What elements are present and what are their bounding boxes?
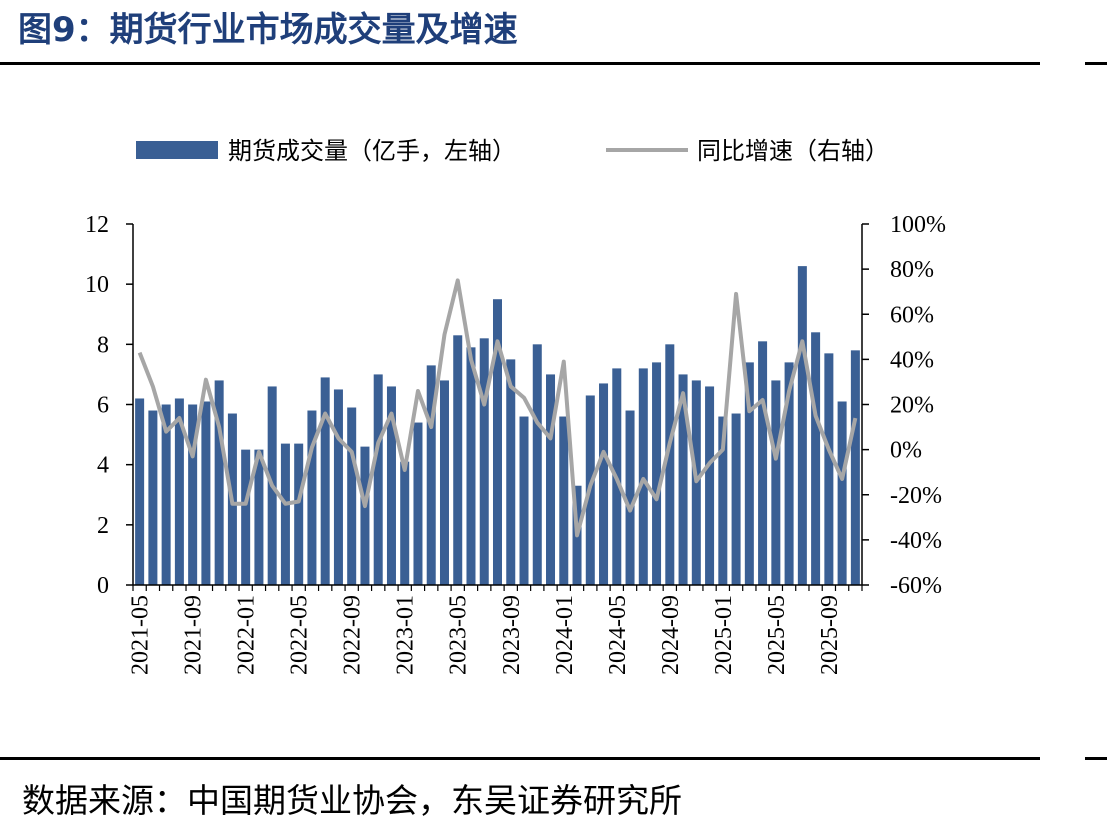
left-tick-label: 4 [97, 453, 109, 479]
bar-2025-06 [784, 362, 794, 585]
x-tick-label: 2025-09 [817, 595, 843, 675]
right-tick-label: 100% [890, 212, 946, 238]
right-tick-label: -40% [890, 528, 942, 554]
bar-2024-10 [678, 374, 688, 585]
source-note: 数据来源：中国期货业协会，东吴证券研究所 [22, 781, 682, 820]
bar-2022-10 [360, 446, 370, 585]
bar-2022-12 [386, 386, 396, 585]
bar-2023-05 [453, 335, 463, 585]
right-tick-label: 80% [890, 257, 934, 283]
x-tick-label: 2022-01 [234, 595, 260, 675]
bar-2023-04 [439, 380, 449, 585]
left-tick-label: 8 [97, 332, 109, 358]
bar-2022-02 [254, 449, 264, 586]
bar-2022-04 [280, 443, 290, 585]
bar-2021-08 [174, 398, 184, 585]
bar-2023-02 [413, 422, 423, 585]
bar-2021-06 [148, 410, 158, 585]
right-tick-label: 60% [890, 302, 934, 328]
bar-2024-08 [652, 362, 662, 585]
bar-2025-01 [718, 416, 728, 585]
x-tick-label: 2025-05 [764, 595, 790, 675]
x-tick-label: 2022-05 [287, 595, 313, 675]
x-tick-label: 2023-05 [446, 595, 472, 675]
growth-line [137, 278, 858, 538]
bar-2021-07 [161, 404, 171, 585]
bar-2023-06 [466, 347, 476, 585]
x-tick-label: 2021-09 [181, 595, 207, 675]
plot-area: 0 2 4 6 8 10 12 -60% -40% -20% 0% 20% 40% 60% 80% 100% 2… [85, 212, 946, 675]
bar-2021-10 [201, 401, 211, 585]
bar-2025-04 [758, 341, 768, 585]
left-tick-label: 6 [97, 393, 109, 419]
legend: 期货成交量（亿手，左轴） 同比增速（右轴） [136, 137, 889, 165]
right-tick-label: -20% [890, 483, 942, 509]
bar-2023-10 [519, 416, 529, 585]
x-tick-label: 2021-05 [128, 595, 154, 675]
bar-2023-12 [546, 374, 556, 585]
right-tick-label: 0% [890, 438, 922, 464]
bar-2023-11 [532, 344, 542, 585]
bar-2022-05 [294, 443, 304, 585]
volume-growth-chart: 期货成交量（亿手，左轴） 同比增速（右轴） 0 2 4 6 8 10 12 -60% -40% -… [85, 137, 946, 675]
left-tick-label: 0 [97, 573, 109, 599]
legend-line-label: 同比增速（右轴） [697, 137, 889, 165]
x-tick-label: 2024-05 [605, 595, 631, 675]
x-tick-label: 2023-01 [393, 595, 419, 675]
left-tick-label: 12 [85, 212, 109, 238]
bar-2024-09 [665, 344, 675, 585]
bar-2024-12 [705, 386, 715, 585]
bar-2025-07 [797, 266, 807, 585]
x-tick-label: 2024-09 [658, 595, 684, 675]
bar-2024-07 [638, 368, 648, 585]
bar-2021-05 [135, 398, 145, 585]
left-tick-label: 10 [85, 272, 109, 298]
bar-2022-01 [241, 449, 251, 586]
right-tick-label: 20% [890, 393, 934, 419]
x-tick-label: 2024-01 [552, 595, 578, 675]
right-tick-label: 40% [890, 347, 934, 373]
figure-title: 图9：期货行业市场成交量及增速 [18, 10, 518, 50]
bar-2022-08 [333, 389, 343, 585]
bar-2021-09 [188, 404, 198, 585]
bar-2022-06 [307, 410, 317, 585]
right-tick-label: -60% [890, 573, 942, 599]
legend-bar-swatch [136, 141, 218, 159]
bar-2025-10 [837, 401, 847, 585]
bottom-rule-segment [1085, 757, 1107, 760]
bar-2024-04 [599, 383, 609, 585]
bar-2021-11 [214, 380, 224, 585]
top-rule [0, 62, 1040, 65]
x-tick-label: 2022-09 [340, 595, 366, 675]
bar-2023-07 [479, 338, 489, 585]
bottom-rule [0, 757, 1040, 760]
bar-2022-11 [373, 374, 383, 585]
bar-2024-01 [559, 416, 569, 585]
bar-2025-05 [771, 380, 781, 585]
bar-2023-01 [400, 461, 410, 585]
top-rule-segment [1085, 62, 1107, 65]
bar-2023-08 [492, 299, 502, 585]
bar-2025-03 [744, 362, 754, 585]
bar-2022-07 [320, 377, 330, 585]
bar-2024-06 [625, 410, 635, 585]
bar-2023-03 [426, 365, 436, 585]
bar-2025-08 [811, 332, 821, 585]
left-tick-label: 2 [97, 513, 109, 539]
bar-2025-09 [824, 353, 834, 585]
x-tick-label: 2025-01 [711, 595, 737, 675]
bar-2022-09 [347, 407, 357, 585]
x-tick-label: 2023-09 [499, 595, 525, 675]
legend-bar-label: 期货成交量（亿手，左轴） [228, 137, 516, 165]
bar-2025-02 [731, 413, 741, 585]
bar-2025-11 [850, 350, 860, 585]
bar-2023-09 [506, 359, 516, 586]
